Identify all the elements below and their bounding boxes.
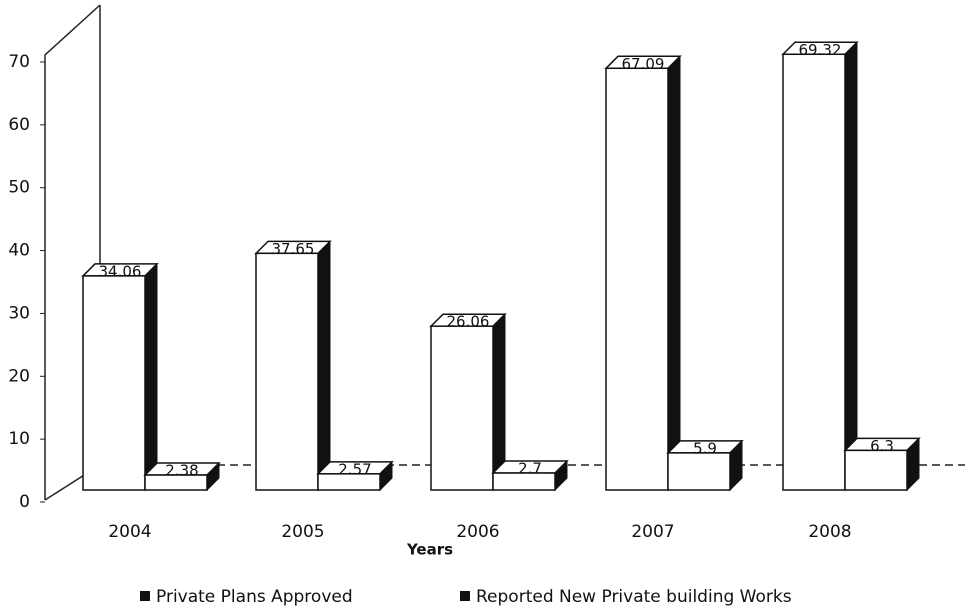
bar-side: [144, 262, 158, 492]
bar-front: [144, 474, 208, 491]
y-tick-label: 50: [8, 178, 30, 198]
y-tick-label: 0: [19, 492, 30, 512]
value-label: 2.57: [338, 460, 371, 478]
y-tick-label: 70: [8, 52, 30, 72]
value-label: 2.7: [518, 460, 542, 478]
bar-front: [605, 67, 669, 491]
bar: [843, 437, 921, 492]
x-tick-label: 2004: [108, 522, 151, 542]
bar-side: [667, 55, 681, 492]
bar: [316, 460, 394, 492]
x-tick-label: 2008: [808, 522, 851, 542]
y-tick-label: 60: [8, 115, 30, 135]
legend-label: Reported New Private building Works: [476, 587, 792, 607]
value-label: 34.06: [99, 262, 142, 280]
value-label: 37.65: [272, 240, 315, 258]
bar: [491, 459, 569, 492]
bar-side: [317, 240, 331, 492]
left-wall: [44, 4, 101, 500]
legend-label: Private Plans Approved: [156, 587, 353, 607]
bar: [781, 41, 859, 492]
legend-swatch: [140, 591, 150, 601]
bar-front: [82, 275, 146, 491]
y-tick-label: 10: [8, 429, 30, 449]
bar: [666, 439, 744, 492]
value-label: 26.06: [447, 313, 490, 331]
value-label: 69.32: [799, 41, 842, 59]
bar-side: [844, 41, 858, 492]
bar: [81, 262, 159, 492]
x-axis-label: Years: [406, 541, 453, 559]
value-label: 6.3: [870, 437, 894, 455]
bar-front: [782, 53, 846, 491]
bar-front: [255, 252, 319, 491]
x-tick-label: 2005: [281, 522, 324, 542]
bar-front: [492, 472, 556, 491]
y-tick-label: 20: [8, 366, 30, 386]
bar-front: [844, 449, 908, 491]
bar-front: [317, 473, 381, 491]
bar-front: [667, 452, 731, 491]
y-tick-label: 40: [8, 241, 30, 261]
bar: [429, 312, 507, 492]
y-tick-label: 30: [8, 303, 30, 323]
bar: [254, 240, 332, 492]
value-label: 2.38: [165, 462, 198, 480]
legend-swatch: [460, 591, 470, 601]
bar-front: [430, 325, 494, 491]
bar: [143, 461, 221, 492]
x-tick-label: 2006: [456, 522, 499, 542]
value-label: 67.09: [622, 55, 665, 73]
x-tick-label: 2007: [631, 522, 674, 542]
value-label: 5.9: [693, 439, 717, 457]
bar: [604, 55, 682, 492]
